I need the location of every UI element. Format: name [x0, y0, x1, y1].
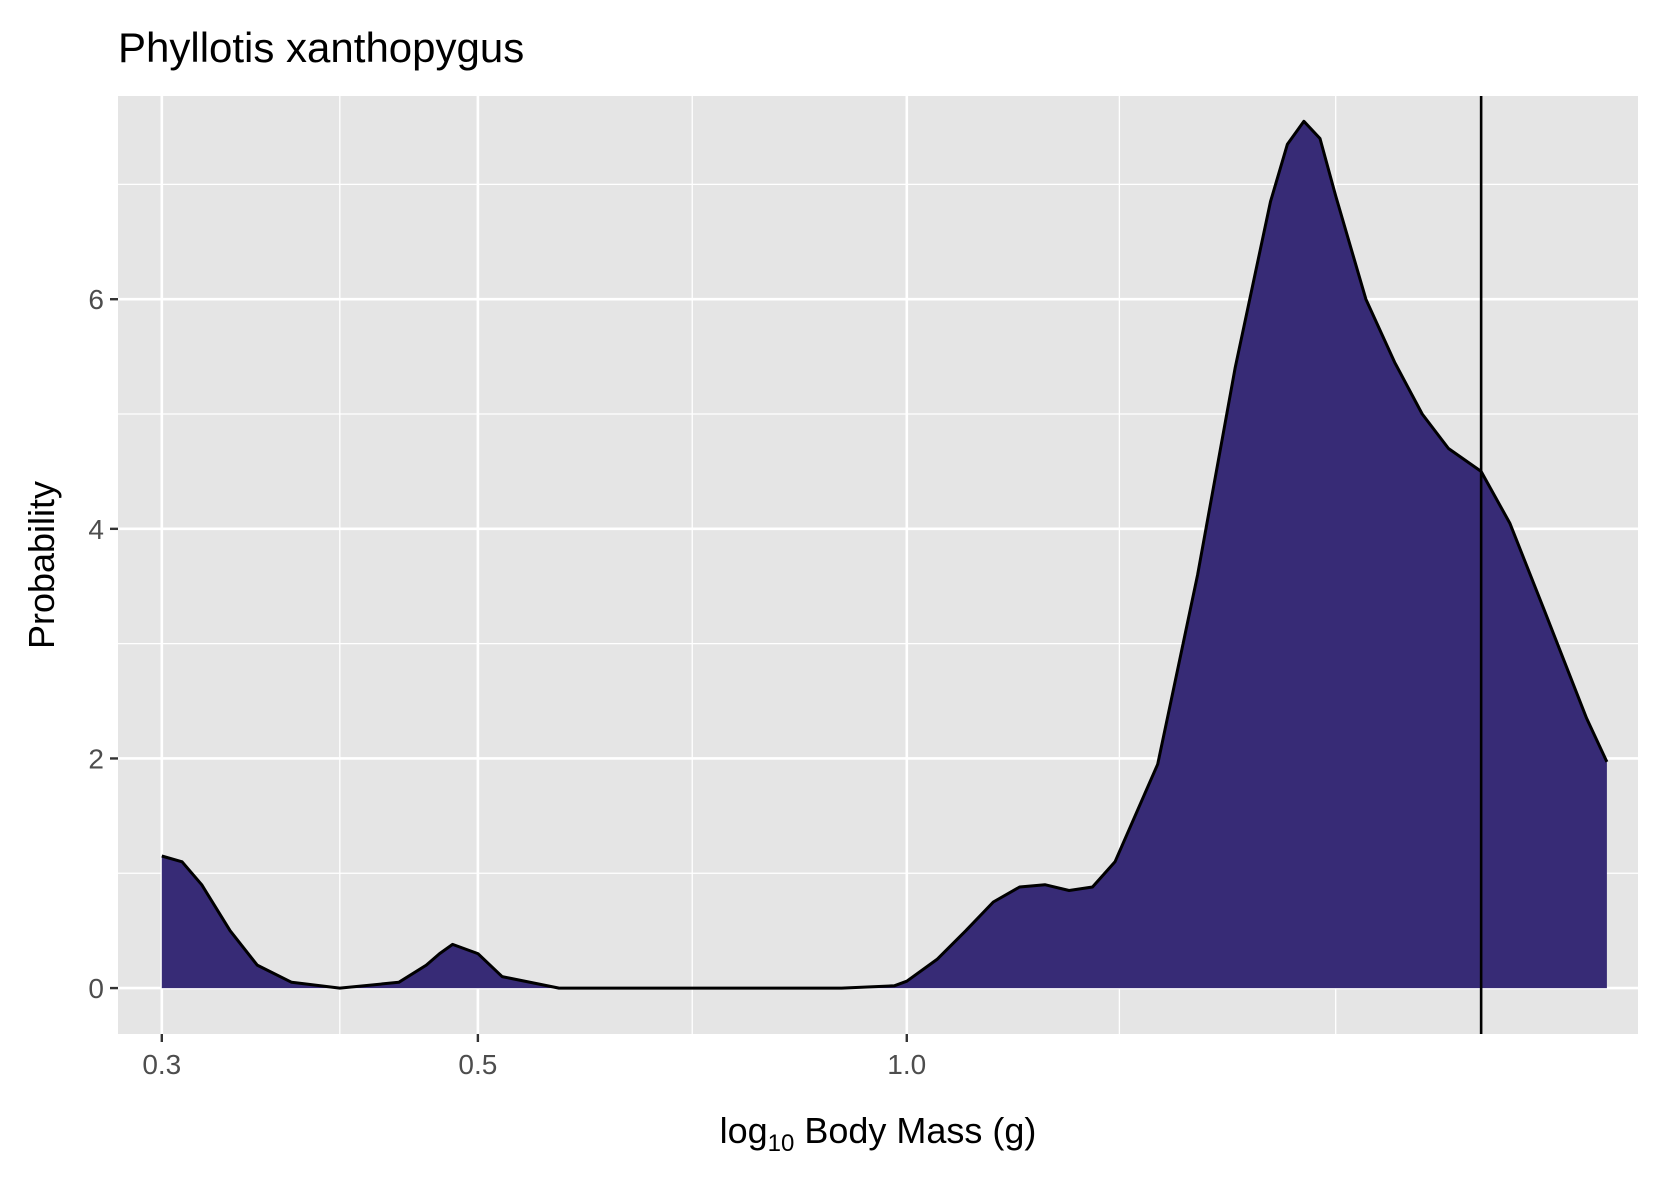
density-outline — [161, 119, 1609, 990]
x-tick-label: 1.0 — [887, 1049, 926, 1080]
density-area — [161, 119, 1609, 990]
y-tick-label: 2 — [88, 743, 104, 774]
chart-title: Phyllotis xanthopygus — [118, 24, 524, 71]
y-tick-label: 6 — [88, 284, 104, 315]
y-axis: 0 2 4 6 — [88, 284, 118, 1004]
y-tick-label: 4 — [88, 514, 104, 545]
y-axis-title: Probability — [21, 481, 62, 649]
x-axis-title-suffix: Body Mass (g) — [794, 1110, 1036, 1151]
density-fill — [161, 121, 1607, 989]
y-tick-label: 0 — [88, 973, 104, 1004]
x-tick-label: 0.5 — [458, 1049, 497, 1080]
x-axis-title-subscript: 10 — [768, 1130, 795, 1157]
x-axis-title-prefix: log — [720, 1110, 768, 1151]
x-axis: 0.3 0.5 1.0 — [142, 1034, 926, 1080]
x-tick-label: 0.3 — [142, 1049, 181, 1080]
x-axis-title: log10 Body Mass (g) — [720, 1110, 1037, 1157]
